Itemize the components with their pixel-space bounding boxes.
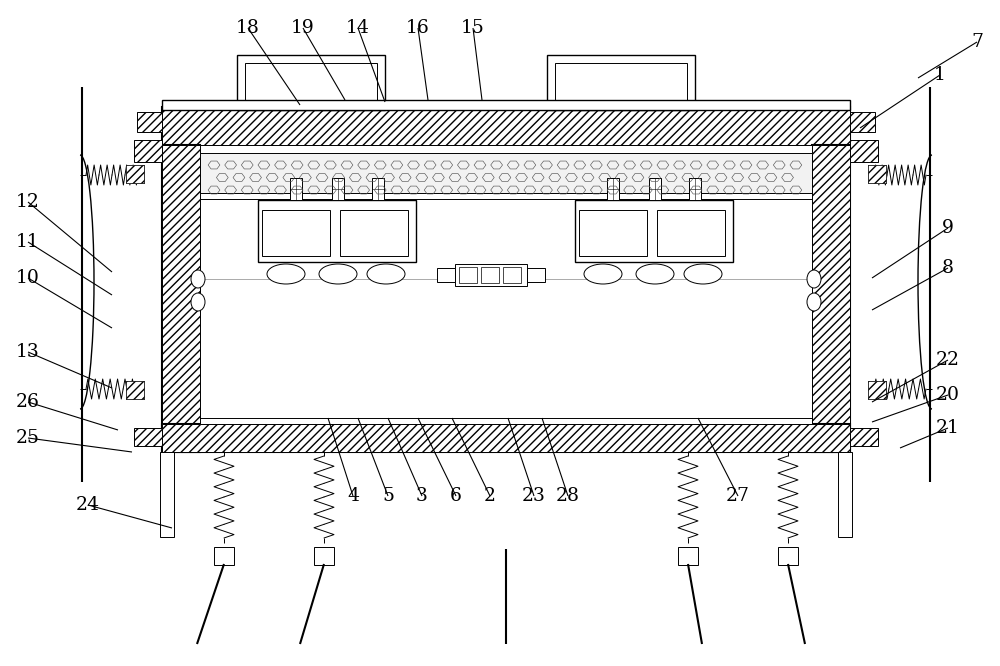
Text: 10: 10 — [16, 269, 40, 287]
Text: 18: 18 — [236, 19, 260, 37]
Bar — [555, 63, 687, 104]
Bar — [778, 547, 798, 565]
Bar — [237, 55, 385, 110]
Bar — [812, 145, 850, 452]
Ellipse shape — [267, 264, 305, 284]
Ellipse shape — [191, 293, 205, 311]
Bar — [868, 165, 886, 183]
Bar — [812, 145, 850, 452]
Text: 2: 2 — [484, 487, 496, 505]
Bar — [437, 268, 455, 282]
Text: 26: 26 — [16, 393, 40, 411]
Text: 3: 3 — [416, 487, 428, 505]
Bar — [481, 267, 499, 283]
Bar — [162, 145, 200, 452]
Text: 6: 6 — [450, 487, 462, 505]
Bar — [689, 178, 701, 200]
Bar — [838, 452, 852, 537]
Ellipse shape — [367, 264, 405, 284]
Bar — [575, 200, 733, 262]
Bar — [262, 210, 330, 256]
Bar — [314, 547, 334, 565]
Bar — [868, 165, 886, 183]
Bar — [579, 210, 647, 256]
Text: 21: 21 — [936, 419, 960, 437]
Text: 27: 27 — [726, 487, 750, 505]
Bar — [200, 153, 812, 193]
Text: 9: 9 — [942, 219, 954, 237]
Bar — [649, 178, 661, 200]
Bar — [850, 112, 875, 132]
Bar — [503, 267, 521, 283]
Bar — [332, 178, 344, 200]
Ellipse shape — [319, 264, 357, 284]
Text: 28: 28 — [556, 487, 580, 505]
Bar — [162, 100, 850, 110]
Bar — [657, 210, 725, 256]
Bar — [162, 424, 850, 452]
Ellipse shape — [807, 293, 821, 311]
Bar — [200, 145, 812, 424]
Text: 13: 13 — [16, 343, 40, 361]
Bar — [126, 381, 144, 399]
Bar — [137, 112, 162, 132]
Bar — [459, 267, 477, 283]
Text: 11: 11 — [16, 233, 40, 251]
Bar — [678, 547, 698, 565]
Text: 15: 15 — [461, 19, 485, 37]
Ellipse shape — [684, 264, 722, 284]
Bar — [134, 428, 162, 446]
Text: 4: 4 — [347, 487, 359, 505]
Bar — [126, 165, 144, 183]
Ellipse shape — [584, 264, 622, 284]
Bar — [258, 200, 416, 262]
Bar — [162, 107, 850, 145]
Text: 19: 19 — [291, 19, 315, 37]
Ellipse shape — [636, 264, 674, 284]
Bar — [340, 210, 408, 256]
Text: 16: 16 — [406, 19, 430, 37]
Bar — [607, 178, 619, 200]
Text: 14: 14 — [346, 19, 370, 37]
Bar — [372, 178, 384, 200]
Bar — [162, 145, 200, 452]
Text: 24: 24 — [76, 496, 100, 514]
Ellipse shape — [191, 270, 205, 288]
Bar — [126, 165, 144, 183]
Text: 7: 7 — [971, 33, 983, 51]
Bar — [868, 381, 886, 399]
Text: 22: 22 — [936, 351, 960, 369]
Bar — [134, 140, 162, 162]
Bar — [850, 140, 878, 162]
Ellipse shape — [807, 270, 821, 288]
Bar — [527, 268, 545, 282]
Bar — [547, 55, 695, 110]
Text: 12: 12 — [16, 193, 40, 211]
Bar — [214, 547, 234, 565]
Bar — [850, 428, 878, 446]
Bar — [162, 424, 850, 452]
Bar — [245, 63, 377, 104]
Text: 1: 1 — [934, 66, 946, 84]
Text: 8: 8 — [942, 259, 954, 277]
Bar — [868, 381, 886, 399]
Bar — [160, 452, 174, 537]
Text: 23: 23 — [522, 487, 546, 505]
Text: 5: 5 — [382, 487, 394, 505]
Text: 20: 20 — [936, 386, 960, 404]
Bar — [126, 381, 144, 399]
Text: 25: 25 — [16, 429, 40, 447]
Bar — [290, 178, 302, 200]
Bar — [455, 264, 527, 286]
Bar — [162, 107, 850, 145]
